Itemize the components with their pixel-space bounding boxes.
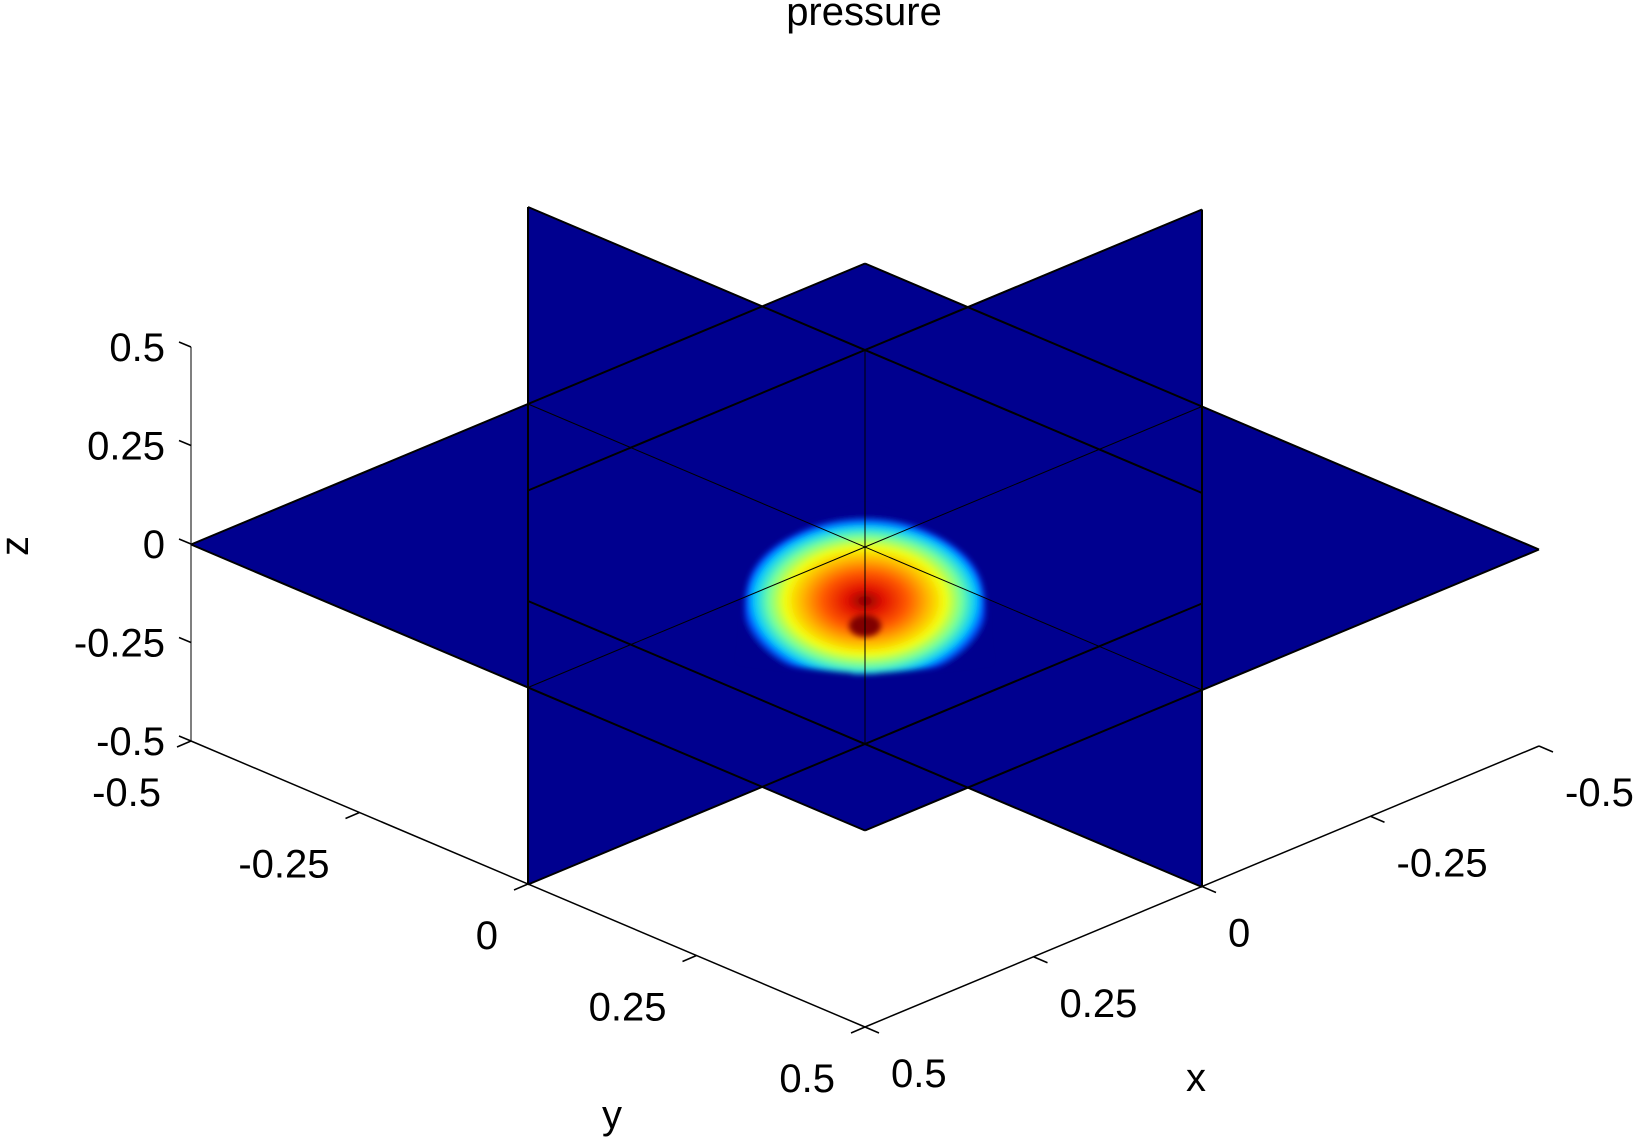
y-tick: [850, 1026, 866, 1034]
y-axis-label: y: [602, 1093, 622, 1137]
x-tick: [1033, 956, 1048, 964]
x-tick-label: -0.5: [1565, 771, 1634, 815]
x-tick-label: -0.25: [1397, 841, 1488, 885]
z-tick-label: 0: [143, 523, 165, 567]
z-tick: [178, 439, 192, 447]
x-tick: [1370, 815, 1385, 823]
x-axis-ticks: -0.5 -0.25 0 0.25 0.5: [864, 745, 1634, 1096]
z-axis: -0.5 -0.25 0 0.25 0.5 z: [0, 326, 192, 764]
y-axis-ticks: -0.5 -0.25 0 0.25 0.5: [92, 740, 866, 1101]
x-tick-label: 0.25: [1060, 982, 1138, 1026]
x-axis-label: x: [1186, 1056, 1206, 1100]
z-tick-label: -0.5: [96, 720, 165, 764]
y-tick-label: -0.25: [238, 843, 329, 887]
z-tick: [178, 538, 192, 545]
y-tick: [345, 811, 360, 820]
z-tick: [178, 735, 192, 742]
x-axis: -0.5 -0.25 0 0.25 0.5 x: [864, 745, 1634, 1100]
y-tick-label: 0: [476, 914, 498, 958]
chart-title: pressure: [786, 0, 942, 34]
y-tick: [513, 883, 529, 891]
y-tick: [176, 740, 192, 748]
slice-y0-front-right: [528, 350, 865, 688]
z-tick-label: 0.5: [109, 326, 165, 370]
z-axis-label: z: [0, 536, 37, 556]
z-tick: [178, 636, 192, 644]
z-axis-ticks: -0.5 -0.25 0 0.25 0.5: [74, 326, 192, 764]
y-tick: [682, 954, 697, 963]
x-tick: [1538, 745, 1554, 753]
x-tick-label: 0.5: [891, 1052, 947, 1096]
x-tick: [1201, 885, 1217, 894]
y-axis: -0.5 -0.25 0 0.25 0.5 y: [92, 740, 866, 1137]
x-tick: [864, 1026, 880, 1034]
z-tick: [178, 341, 192, 348]
z-tick-label: -0.25: [74, 622, 165, 666]
slice-x0-front-left: [865, 350, 1202, 690]
y-tick-label: -0.5: [92, 771, 161, 815]
y-tick-label: 0.25: [589, 986, 667, 1030]
slice-planes: [190, 206, 1540, 888]
y-tick-label: 0.5: [779, 1057, 835, 1101]
z-tick-label: 0.25: [87, 425, 165, 469]
x-tick-label: 0: [1228, 912, 1250, 956]
